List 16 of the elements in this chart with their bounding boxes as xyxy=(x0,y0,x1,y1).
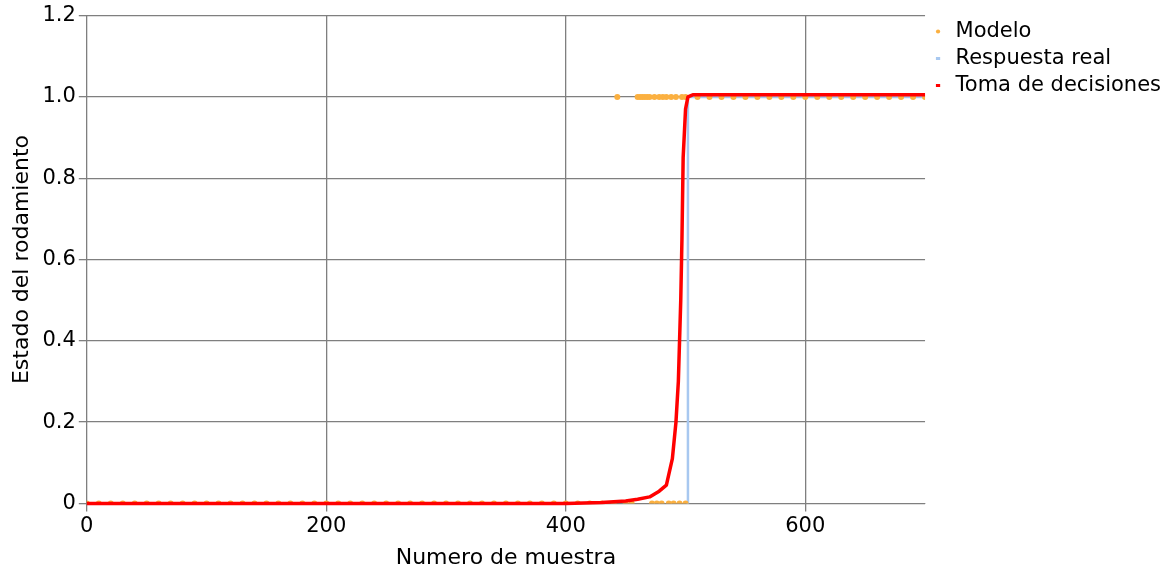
x-tick-label: 400 xyxy=(545,513,586,538)
x-axis-title: Numero de muestra xyxy=(395,543,617,569)
legend-label: Toma de decisiones xyxy=(954,71,1162,96)
x-tick-label: 0 xyxy=(80,513,94,538)
x-tick-label: 200 xyxy=(306,513,347,538)
y-tick-label: 0 xyxy=(62,489,76,514)
y-tick-label: 0.4 xyxy=(42,327,76,352)
text: Modelo xyxy=(955,17,1032,42)
y-tick-label: 0.2 xyxy=(42,408,76,433)
y-axis-title: Estado del rodamiento xyxy=(7,134,33,385)
legend-label: Respuesta real xyxy=(955,44,1112,69)
y-tick-label: 1.0 xyxy=(42,83,76,108)
y-tick-label: 0.6 xyxy=(42,245,76,270)
x-tick-label: 600 xyxy=(785,513,826,538)
y-tick-label: 0.8 xyxy=(42,164,76,189)
y-tick-label: 1.2 xyxy=(42,2,76,27)
